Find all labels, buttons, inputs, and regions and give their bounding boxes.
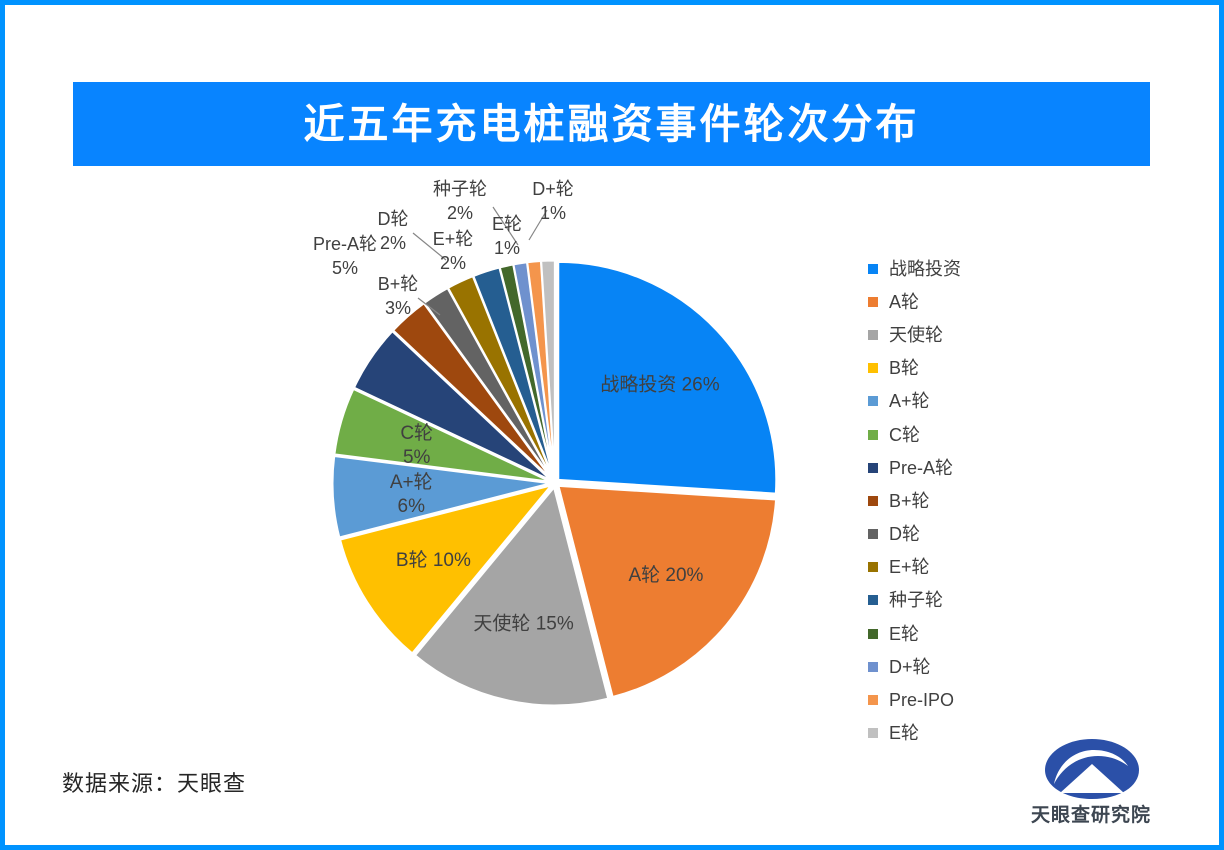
legend-item-label: C轮 [889, 424, 920, 445]
legend-item[interactable]: 种子轮 [868, 584, 1098, 617]
pie-outside-label-name: Pre-A轮 [313, 234, 377, 254]
pie-leader-line [528, 209, 548, 241]
pie-slice[interactable] [352, 329, 552, 482]
legend-swatch-icon [868, 363, 878, 374]
legend-item-label: B+轮 [889, 490, 930, 511]
legend-item-label: 种子轮 [889, 590, 943, 611]
title-banner: 近五年充电桩融资事件轮次分布 [73, 82, 1150, 166]
pie-slice[interactable] [413, 485, 610, 707]
pie-outside-label-value: 2% [380, 233, 406, 253]
tianyancha-logo: 天眼查研究院 [1016, 738, 1166, 828]
pie-chart-area: 战略投资 26% A轮 20% 天使轮 15% B轮 10% A+轮 6% C轮 5% Pre… [0, 170, 1224, 770]
legend-swatch-icon [868, 296, 878, 307]
legend-item[interactable]: E+轮 [868, 551, 1098, 584]
legend-swatch-icon [868, 263, 878, 274]
legend-item[interactable]: Pre-A轮 [868, 451, 1098, 484]
legend-item-label: D轮 [889, 524, 920, 545]
legend-swatch-icon [868, 462, 878, 473]
pie-slice-label: A轮 20% [628, 564, 703, 586]
pie-inside-labels-group: 战略投资 26% A轮 20% 天使轮 15% B轮 10% A+轮 6% C轮 5% [390, 373, 720, 634]
legend-item-label: Pre-IPO [889, 690, 955, 711]
pie-slice[interactable] [333, 387, 552, 483]
legend-item-label: B轮 [889, 358, 920, 379]
pie-slice-label-name: C轮 [400, 422, 433, 444]
legend-item[interactable]: D+轮 [868, 650, 1098, 683]
legend-item[interactable]: E轮 [868, 617, 1098, 650]
pie-outside-label-value: 1% [494, 238, 520, 258]
legend-item-label: D+轮 [889, 656, 931, 677]
legend-item[interactable]: B轮 [868, 352, 1098, 385]
legend-item-label: E轮 [889, 723, 920, 744]
pie-leader-line [417, 297, 441, 316]
pie-outside-label-name: 种子轮 [433, 179, 487, 199]
pie-outside-label-name: B+轮 [378, 274, 419, 294]
pie-outside-label-name: E轮 [492, 214, 522, 234]
pie-slice-label: 战略投资 26% [600, 373, 719, 395]
pie-slice-label-name: A+轮 [390, 471, 433, 493]
pie-outside-label-name: D+轮 [532, 179, 574, 199]
pie-leader-line [492, 206, 519, 246]
pie-slice[interactable] [557, 260, 778, 495]
pie-outside-label-value: 2% [440, 253, 466, 273]
legend-item[interactable]: Pre-IPO [868, 683, 1098, 716]
pie-slice-label: B轮 10% [396, 549, 471, 571]
legend-swatch-icon [868, 529, 878, 540]
legend-item[interactable]: B+轮 [868, 484, 1098, 517]
legend-swatch-icon [868, 628, 878, 639]
chart-legend: 战略投资 A轮天使轮 B轮 A+轮 C轮 Pre-A轮 B+轮 D轮 E+轮种子轮 E轮 D+轮 Pr… [868, 252, 1098, 750]
pie-outside-label-value: 2% [447, 203, 473, 223]
legend-swatch-icon [868, 695, 878, 706]
legend-item[interactable]: 战略投资 [868, 252, 1098, 285]
legend-swatch-icon [868, 661, 878, 672]
pie-chart-svg: 战略投资 26% A轮 20% 天使轮 15% B轮 10% A+轮 6% C轮 5% Pre… [313, 179, 778, 707]
pie-slice[interactable] [540, 259, 556, 479]
legend-item[interactable]: E轮 [868, 717, 1098, 750]
legend-swatch-icon [868, 396, 878, 407]
pie-outside-label-value: 5% [332, 258, 358, 278]
legend-swatch-icon [868, 562, 878, 573]
pie-outside-label-value: 3% [385, 298, 411, 318]
legend-item[interactable]: A+轮 [868, 385, 1098, 418]
pie-slice[interactable] [331, 454, 551, 539]
pie-slice-label-value: 6% [398, 496, 426, 517]
legend-item[interactable]: C轮 [868, 418, 1098, 451]
legend-item-label: E轮 [889, 623, 920, 644]
legend-item-label: Pre-A轮 [889, 457, 954, 478]
legend-swatch-icon [868, 595, 878, 606]
pie-slice[interactable] [338, 483, 554, 655]
tianyancha-arch-logo-icon [1045, 739, 1139, 799]
legend-item-label: 战略投资 [889, 258, 961, 279]
legend-item[interactable]: 天使轮 [868, 318, 1098, 351]
pie-leader-lines-group [412, 206, 548, 316]
legend-swatch-icon [868, 495, 878, 506]
pie-slice-label: 天使轮 15% [473, 613, 573, 635]
pie-slice-label-value: 5% [403, 447, 431, 468]
pie-outside-label-name: E+轮 [433, 229, 474, 249]
logo-text: 天眼查研究院 [1030, 805, 1151, 826]
legend-item-label: E+轮 [889, 557, 930, 578]
legend-item[interactable]: D轮 [868, 518, 1098, 551]
legend-item-label: 天使轮 [889, 324, 943, 345]
pie-slice[interactable] [557, 484, 778, 699]
pie-outside-label-name: D轮 [378, 209, 409, 229]
pie-leader-line [412, 232, 447, 261]
legend-swatch-icon [868, 728, 878, 739]
pie-outside-label-value: 1% [540, 203, 566, 223]
legend-item-label: A+轮 [889, 391, 930, 412]
pie-slices-group [331, 259, 778, 707]
legend-swatch-icon [868, 429, 878, 440]
source-note: 数据来源：天眼查 [62, 771, 247, 796]
legend-item[interactable]: A轮 [868, 285, 1098, 318]
legend-item-label: A轮 [889, 291, 920, 312]
page-title: 近五年充电桩融资事件轮次分布 [303, 100, 920, 147]
pie-outside-labels-group: Pre-A轮 5% B+轮 3% D轮 2% E+轮 2% 种子轮 2% E轮 1% D+轮 1% [313, 179, 574, 318]
legend-swatch-icon [868, 329, 878, 340]
